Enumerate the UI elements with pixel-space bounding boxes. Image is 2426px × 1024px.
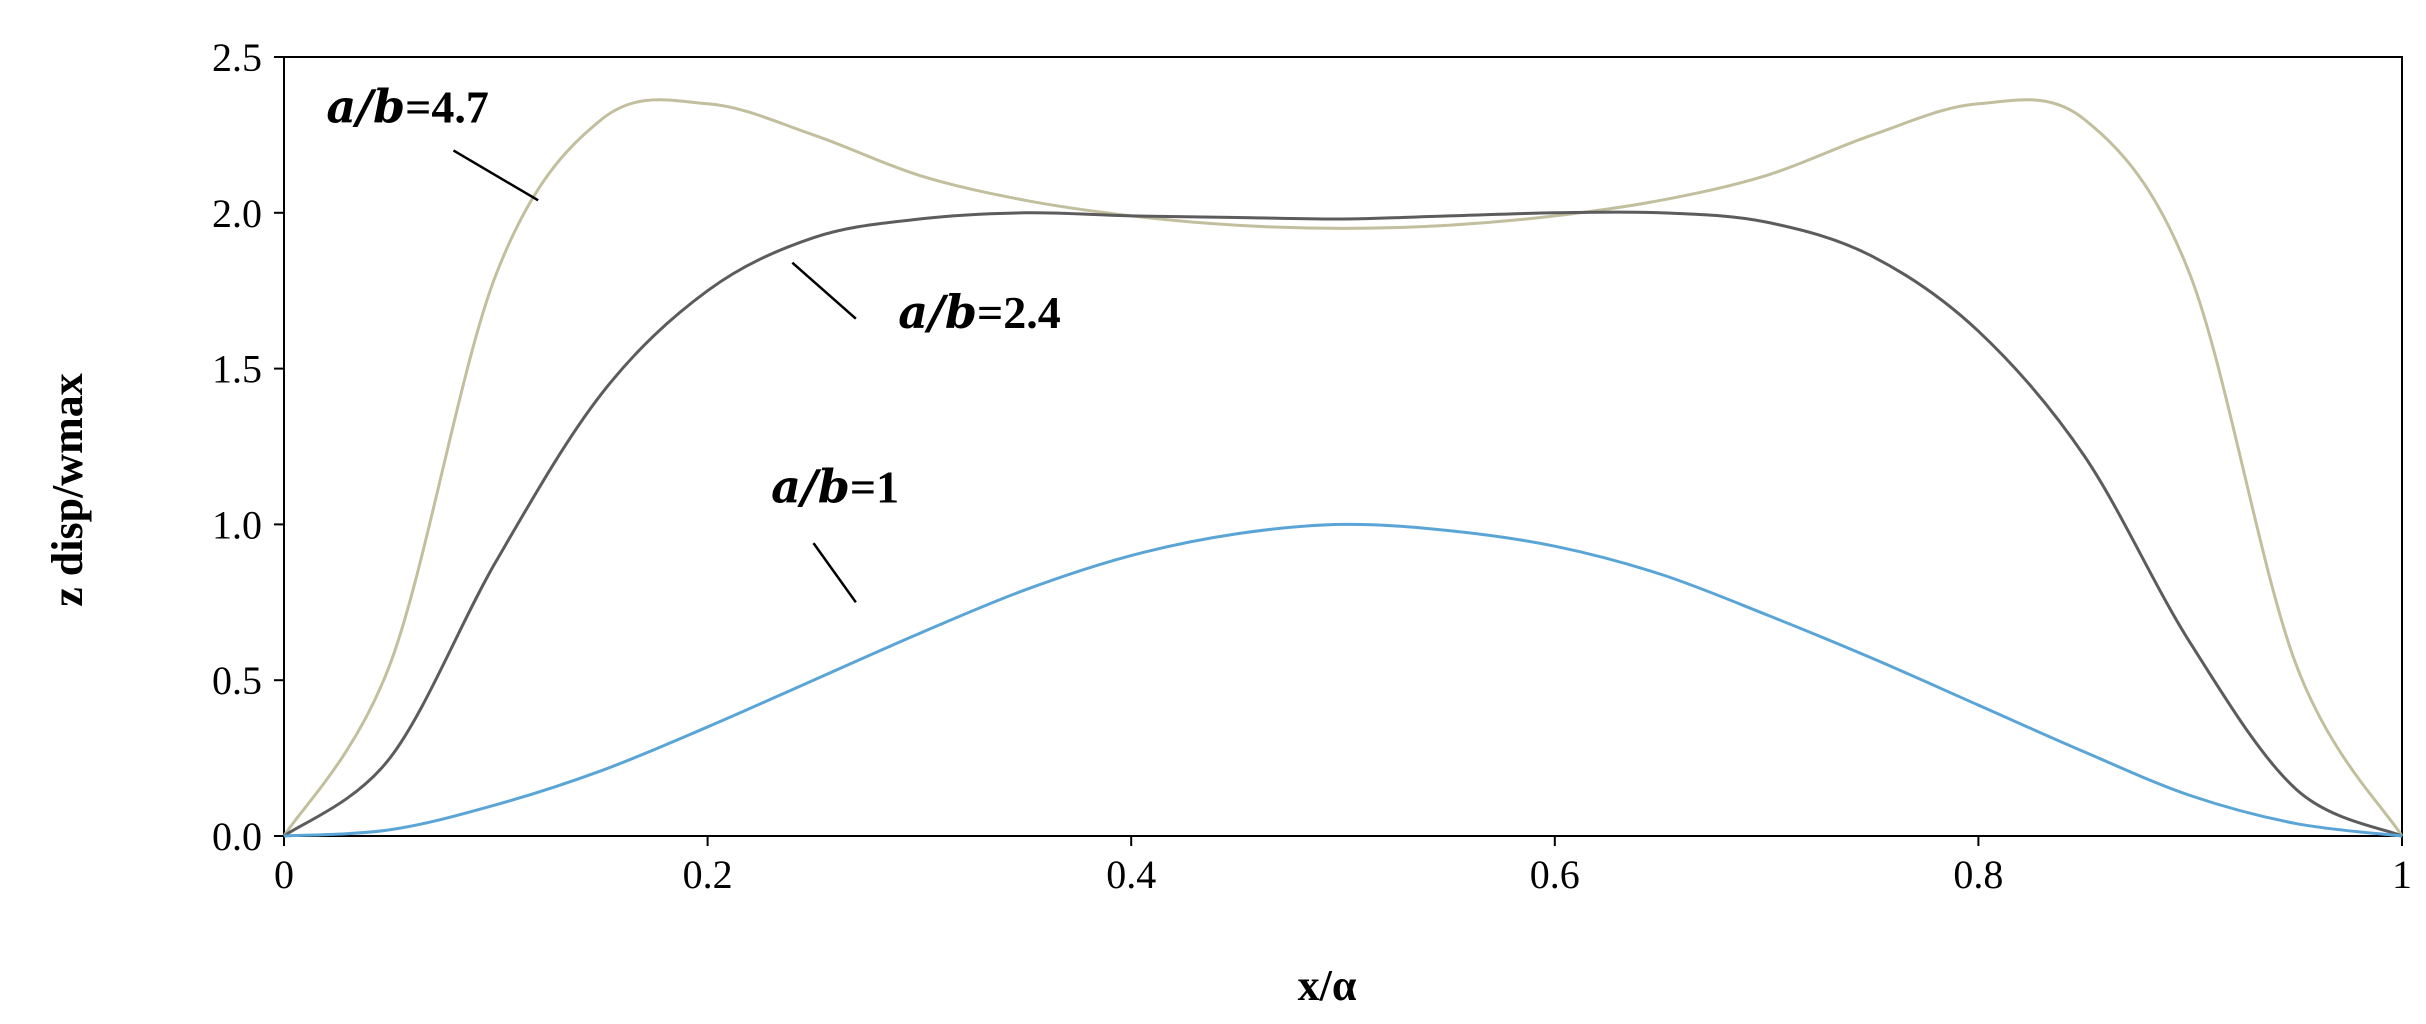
x-tick-label: 0.4 [1106, 852, 1156, 897]
y-tick-label: 1.5 [212, 347, 262, 392]
x-tick-label: 0.2 [683, 852, 733, 897]
annotations: a/b=4.7a/b=2.4a/b=1 [326, 79, 1061, 604]
annotation-leader-line [791, 261, 857, 320]
y-tick-label: 2.5 [212, 35, 262, 80]
annotation-label-ratio: a/b [771, 460, 850, 514]
y-tick-label: 1.0 [212, 502, 262, 547]
annotation-label-ratio: a/b [898, 285, 977, 339]
annotation-leader-line [812, 542, 857, 604]
y-tick-label: 0.5 [212, 658, 262, 703]
annotation-label: a/b=1 [771, 460, 899, 514]
x-tick-label: 0 [274, 852, 294, 897]
x-tick-label: 0.6 [1530, 852, 1580, 897]
series-line-2 [283, 522, 2403, 838]
series-line-1 [283, 210, 2403, 838]
annotation-label-value: =2.4 [977, 287, 1061, 338]
x-axis-title: x/α [1298, 961, 1357, 1010]
x-tick-label: 0.8 [1953, 852, 2003, 897]
annotation-label-value: =4.7 [405, 81, 489, 132]
annotation-leader-line [452, 149, 539, 202]
y-tick-label: 2.0 [212, 191, 262, 236]
y-tick-label: 0.0 [212, 814, 262, 859]
series-line-0 [282, 98, 2404, 837]
axes: 0 0.2 0.4 0.6 0.8 1 0.0 0.5 1.0 1.5 2.0 2.5 [212, 35, 2412, 897]
annotation-label: a/b=2.4 [898, 285, 1061, 339]
annotation-label-ratio: a/b [326, 79, 405, 133]
y-axis-title: z disp/wmax [43, 373, 92, 606]
series-group [282, 98, 2404, 838]
annotation-label: a/b=4.7 [326, 79, 489, 133]
annotation-label-value: =1 [850, 462, 899, 513]
plot-frame [283, 56, 2403, 837]
x-tick-label: 1 [2392, 852, 2412, 897]
